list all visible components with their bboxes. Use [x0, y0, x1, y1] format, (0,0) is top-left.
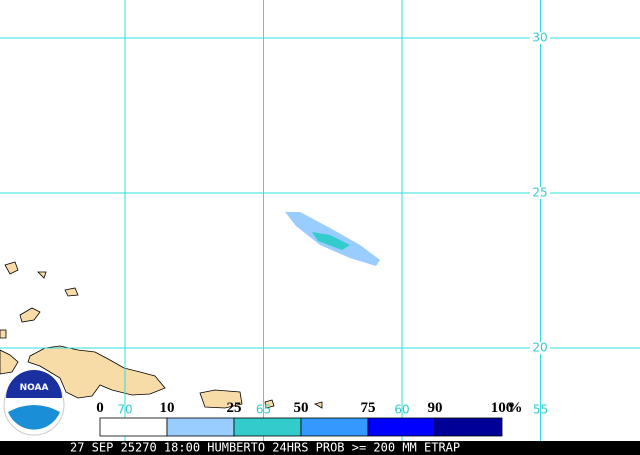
longitude-label: 60 [394, 403, 409, 417]
longitude-label: 70 [117, 403, 132, 417]
legend-swatch [233, 417, 302, 437]
label-bg [530, 32, 550, 44]
island [0, 329, 7, 339]
latitude-label: 20 [532, 341, 547, 355]
legend-label: 0 [96, 400, 104, 416]
logo-top [6, 370, 62, 398]
island [37, 271, 47, 279]
legend-swatch [166, 417, 235, 437]
caption: 27 SEP 25270 18:00 HUMBERTO 24HRS PROB >… [70, 441, 460, 455]
legend-label: 25 [227, 400, 242, 416]
caption-bar [0, 441, 640, 455]
prob-area-25 [312, 232, 350, 250]
legend-label: 10 [160, 400, 175, 416]
legend-label: 75 [361, 400, 376, 416]
island [4, 261, 19, 275]
puerto-rico [199, 389, 243, 409]
logo-wave [8, 405, 60, 430]
longitude-label: 65 [256, 403, 271, 417]
logo-text: NOAA [20, 383, 49, 393]
island [313, 401, 323, 409]
island [19, 307, 41, 323]
legend-swatch [367, 417, 436, 437]
cuba [0, 349, 19, 375]
legend-label: 100 [491, 400, 514, 416]
legend-label: 50 [294, 400, 309, 416]
legend-swatch [300, 417, 369, 437]
island [264, 399, 275, 409]
label-bg [530, 342, 550, 354]
legend: 0 10 25 50 75 90 100% [96, 400, 523, 437]
legend-swatch [434, 417, 503, 437]
legend-label: 90 [428, 400, 443, 416]
legend-unit: % [508, 400, 523, 416]
hispaniola [27, 345, 166, 399]
legend-swatch [99, 417, 168, 437]
noaa-logo: NOAA [3, 370, 65, 436]
land [0, 261, 323, 409]
label-bg [530, 187, 550, 199]
latitude-label: 30 [532, 31, 547, 45]
grid: 70 65 60 55 30 25 20 [0, 0, 640, 441]
probability-area [285, 212, 380, 266]
latitude-label: 25 [532, 186, 547, 200]
island [64, 287, 79, 297]
longitude-label: 55 [533, 403, 548, 417]
